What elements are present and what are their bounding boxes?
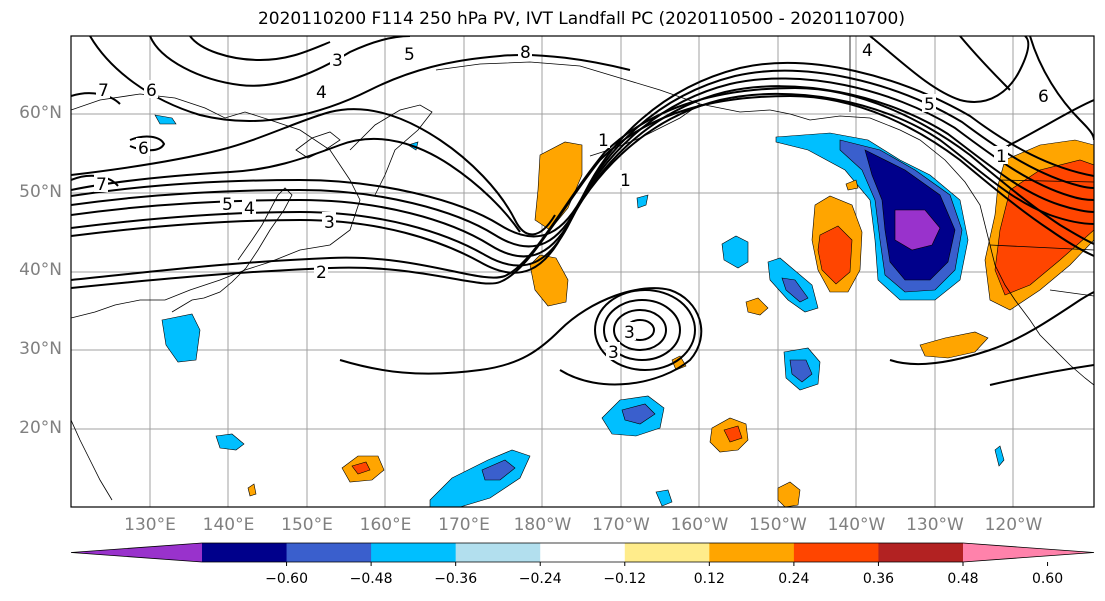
contour-label: 5 <box>222 195 233 215</box>
colorbar-segment <box>793 543 879 562</box>
longitude-label: 150°E <box>281 515 333 535</box>
longitude-label: 140°E <box>202 515 255 535</box>
colorbar-segment <box>624 543 710 562</box>
contour-label: 6 <box>1038 87 1049 107</box>
contour-label: 1 <box>620 171 631 191</box>
contour-label: 4 <box>316 83 327 103</box>
colorbar-tick-label: −0.36 <box>434 571 478 587</box>
longitude-label: 160°W <box>670 515 729 535</box>
colorbar-tick-label: 0.12 <box>693 571 725 587</box>
longitude-label: 120°W <box>984 515 1043 535</box>
colorbar-segment <box>371 543 457 562</box>
pv-contours <box>71 36 1094 386</box>
contour-label: 5 <box>924 95 935 115</box>
map-frame <box>70 35 1095 508</box>
colorbar-tick-label: −0.48 <box>349 571 393 587</box>
longitude-label: 160°E <box>359 515 412 535</box>
longitude-label: 170°E <box>438 515 490 535</box>
longitude-label: 150°W <box>749 515 807 535</box>
colorbar-segment <box>709 543 795 562</box>
colorbar-segment <box>455 543 541 562</box>
contour-label: 1 <box>598 131 609 151</box>
contour-label: 4 <box>862 41 873 61</box>
contour-label: 2 <box>316 263 327 283</box>
contour-label: 6 <box>146 81 157 101</box>
latitude-label: 30°N <box>19 339 62 360</box>
contour-label: 4 <box>244 199 255 219</box>
colorbar-segment <box>202 543 288 562</box>
contour-label: 8 <box>520 43 531 63</box>
contour-label: 7 <box>98 81 109 101</box>
colorbar-tick-label: −0.12 <box>603 571 647 587</box>
contour-label: 3 <box>324 213 335 233</box>
colorbar-segment <box>878 543 964 562</box>
longitude-label: 180°W <box>513 515 572 535</box>
colorbar-tick-label: 0.36 <box>862 571 895 587</box>
latitude-label: 60°N <box>19 103 62 123</box>
colorbar-tick-label: −0.60 <box>265 571 308 587</box>
colorbar-tick-label: −0.24 <box>518 571 562 587</box>
latitude-label: 20°N <box>19 417 62 438</box>
colorbar-segment <box>286 543 372 562</box>
longitude-label: 170°W <box>592 515 650 535</box>
contour-label: 7 <box>96 175 107 195</box>
map-title: 2020110200 F114 250 hPa PV, IVT Landfall… <box>257 9 905 29</box>
colorbar-tick-label: 0.60 <box>1031 571 1064 587</box>
longitude-label: 140°W <box>827 515 886 535</box>
colorbar-outline <box>70 542 1095 563</box>
contour-label: 5 <box>404 45 415 65</box>
contour-label: 3 <box>624 323 635 343</box>
colorbar-tick-label: 0.24 <box>778 571 810 587</box>
colorbar <box>70 542 1095 566</box>
colorbar-extend-high <box>963 543 1094 562</box>
contour-label: 3 <box>608 343 619 363</box>
contour-label: 1 <box>996 147 1007 167</box>
longitude-label: 130°W <box>906 515 964 535</box>
colorbar-extend-low <box>71 543 202 562</box>
contour-label: 6 <box>138 139 149 159</box>
negative-anomaly-patch <box>721 235 749 269</box>
pv-contour-labels: 3 5 8 4 7 6 6 7 5 4 3 2 1 1 3 3 4 5 6 1 <box>94 40 1050 363</box>
colorbar-tick-label: 0.48 <box>947 571 979 587</box>
latitude-label: 50°N <box>19 181 62 202</box>
longitude-label: 130°E <box>124 515 176 535</box>
latitude-label: 40°N <box>19 260 62 281</box>
contour-label: 3 <box>332 51 343 71</box>
colorbar-segment <box>540 543 626 562</box>
